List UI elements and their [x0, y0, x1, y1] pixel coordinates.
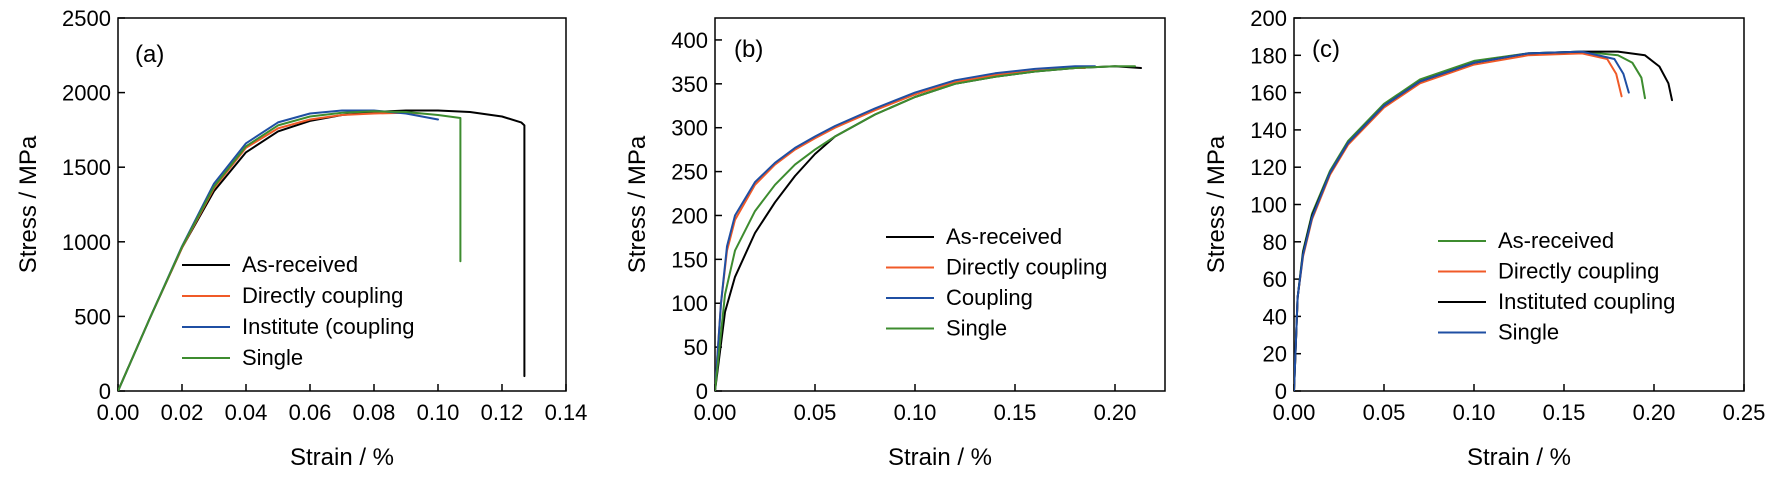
legend-entry: Directly coupling: [242, 283, 403, 308]
y-tick-label: 0: [1275, 379, 1287, 404]
y-tick-label: 250: [671, 160, 708, 185]
chart-panel-1: 0.00 0.02 0.04 0.06 0.08 0.10 0.12 0.14 0 500 1000…: [15, 6, 587, 471]
x-tick-label: 0.02: [161, 400, 204, 425]
y-tick-label: 1000: [62, 230, 111, 255]
y-tick-label: 150: [671, 247, 708, 272]
y-tick-label: 100: [671, 291, 708, 316]
series-line-single: [1294, 50, 1630, 391]
legend-entry: Institute (coupling: [242, 314, 414, 339]
legend-entry: Instituted coupling: [1498, 289, 1675, 314]
x-tick-label: 0.04: [225, 400, 268, 425]
chart-panel-3: 0.00 0.05 0.10 0.15 0.20 0.25 0 20 40 60 80 100 120 1…: [1203, 6, 1765, 471]
panel-label: (a): [135, 41, 164, 68]
x-axis-label: Strain / %: [1467, 444, 1571, 471]
series-line-as-received: [1294, 50, 1646, 391]
y-tick-label: 140: [1250, 118, 1287, 143]
y-tick-label: 20: [1263, 342, 1287, 367]
y-tick-label: 400: [671, 28, 708, 53]
x-tick-label: 0.10: [417, 400, 460, 425]
legend: As-received Directly coupling Coupling Sing…: [886, 224, 1107, 341]
y-tick-label: 1500: [62, 155, 111, 180]
y-tick-label: 50: [684, 335, 708, 360]
x-tick-label: 0.12: [481, 400, 524, 425]
x-axis-label: Strain / %: [290, 444, 394, 471]
y-tick-label: 350: [671, 72, 708, 97]
legend: As-received Directly coupling Institute (c…: [182, 252, 414, 370]
x-tick-label: 0.00: [97, 400, 140, 425]
series-line-coupling: [715, 65, 1096, 391]
series-line-directly-coupling: [715, 67, 1086, 391]
y-tick-label: 40: [1263, 304, 1287, 329]
x-tick-label: 0.05: [794, 400, 837, 425]
x-tick-label: 0.08: [353, 400, 396, 425]
series-line-single: [118, 110, 462, 391]
x-tick-label: 0.20: [1633, 400, 1676, 425]
y-tick-label: 2000: [62, 81, 111, 106]
y-tick-label: 0: [696, 379, 708, 404]
panel-label: (c): [1312, 36, 1340, 63]
y-tick-label: 300: [671, 116, 708, 141]
chart-panel-2: 0.00 0.05 0.10 0.15 0.20 0 50 100 150 200 250 300 35…: [624, 17, 1166, 471]
legend: As-received Directly coupling Instituted c…: [1438, 228, 1675, 345]
y-tick-label: 60: [1263, 267, 1287, 292]
series-line-as-received: [715, 65, 1142, 391]
x-tick-label: 0.06: [289, 400, 332, 425]
y-axis-label: Stress / MPa: [15, 135, 42, 273]
legend-entry: Directly coupling: [1498, 259, 1659, 284]
plot-frame: [714, 17, 1166, 392]
legend-entry: Single: [946, 316, 1007, 341]
series-line-single: [715, 65, 1136, 391]
y-tick-label: 120: [1250, 155, 1287, 180]
x-tick-label: 0.14: [545, 400, 588, 425]
x-tick-label: 0.15: [1543, 400, 1586, 425]
legend-entry: Single: [1498, 320, 1559, 345]
y-tick-label: 200: [671, 203, 708, 228]
x-tick-label: 0.25: [1723, 400, 1766, 425]
x-tick-label: 0.05: [1363, 400, 1406, 425]
x-tick-label: 0.20: [1094, 400, 1137, 425]
y-axis-label: Stress / MPa: [624, 135, 651, 273]
panel-label: (b): [734, 36, 763, 63]
y-tick-label: 2500: [62, 6, 111, 31]
legend-entry: As-received: [1498, 228, 1614, 253]
x-tick-label: 0.00: [694, 400, 737, 425]
y-tick-label: 0: [99, 379, 111, 404]
x-tick-label: 0.10: [894, 400, 937, 425]
legend-entry: As-received: [946, 224, 1062, 249]
x-tick-label: 0.15: [994, 400, 1037, 425]
y-tick-label: 200: [1250, 6, 1287, 31]
y-tick-label: 100: [1250, 193, 1287, 218]
y-tick-label: 80: [1263, 230, 1287, 255]
legend-entry: Coupling: [946, 285, 1033, 310]
x-tick-label: 0.10: [1453, 400, 1496, 425]
y-tick-label: 500: [74, 304, 111, 329]
legend-entry: Single: [242, 345, 303, 370]
series-line-instituted-coupling: [1294, 50, 1673, 391]
legend-entry: Directly coupling: [946, 255, 1107, 280]
x-tick-label: 0.00: [1273, 400, 1316, 425]
y-tick-label: 180: [1250, 43, 1287, 68]
x-axis-label: Strain / %: [888, 444, 992, 471]
legend-entry: As-received: [242, 252, 358, 277]
y-axis-label: Stress / MPa: [1203, 135, 1230, 273]
plot-frame: [117, 17, 567, 392]
y-tick-label: 160: [1250, 81, 1287, 106]
series-line-directly-coupling: [1294, 52, 1623, 391]
